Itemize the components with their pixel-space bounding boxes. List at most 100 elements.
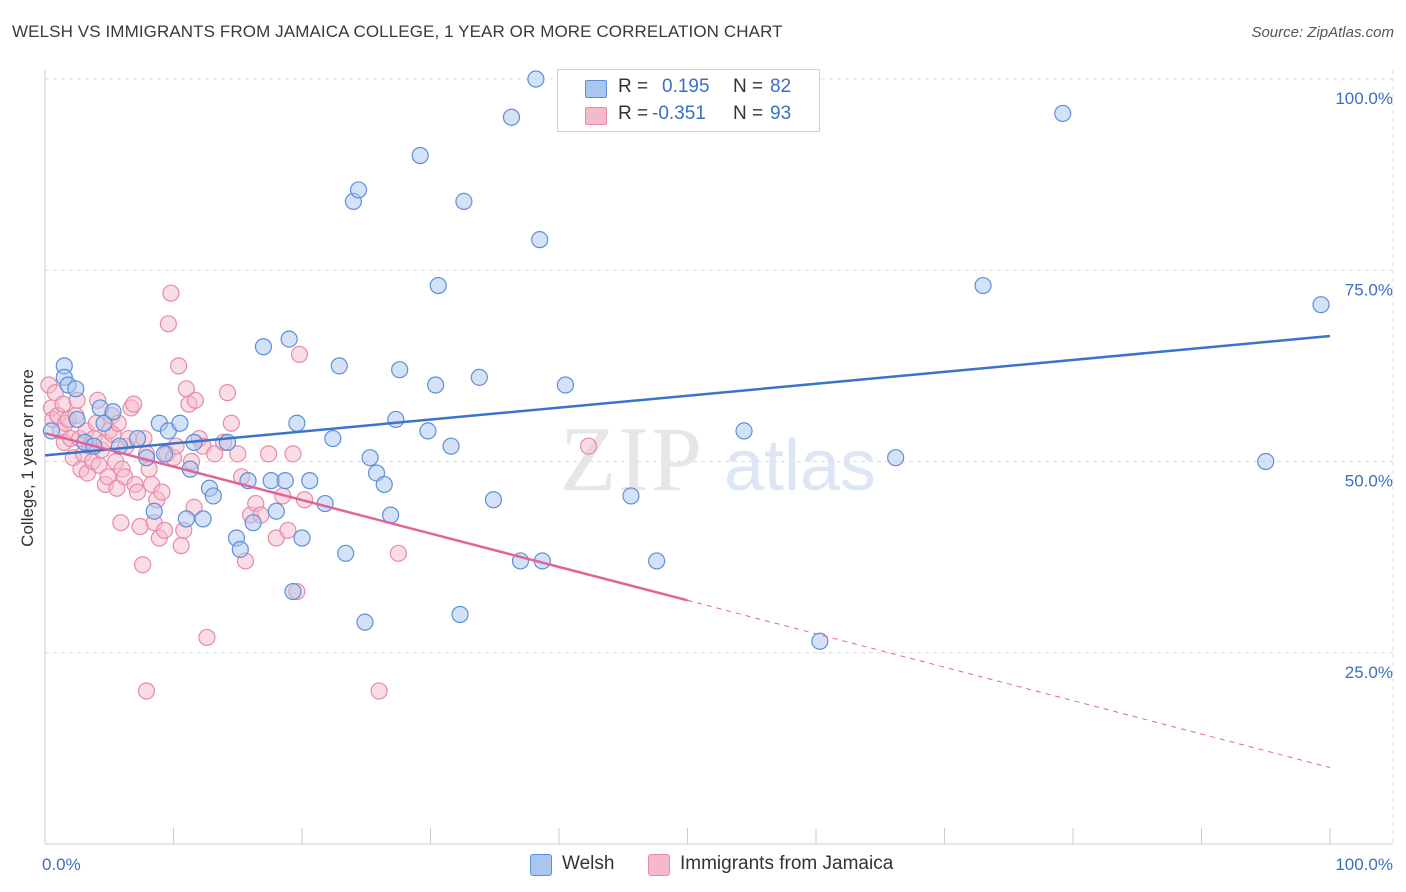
- watermark-atlas: atlas: [724, 426, 876, 506]
- welsh-point: [411, 146, 429, 165]
- welsh-point: [1257, 452, 1275, 471]
- welsh-point: [887, 449, 905, 467]
- gridlines: [45, 70, 1394, 844]
- jamaica-point: [389, 544, 407, 562]
- welsh-point: [324, 429, 342, 448]
- legend-n-value: 93: [770, 103, 792, 124]
- welsh-point: [145, 502, 163, 520]
- jamaica-point: [370, 682, 388, 700]
- legend-r-value: -0.351: [652, 103, 706, 124]
- welsh-trend-line: [44, 334, 1331, 457]
- jamaica-point: [99, 468, 117, 486]
- jamaica-series: [40, 284, 598, 700]
- welsh-point: [110, 437, 129, 455]
- welsh-point: [1312, 296, 1330, 314]
- jamaica-point: [279, 521, 297, 539]
- legend-r-label: R =: [618, 103, 649, 124]
- jamaica-trend-line: [44, 431, 688, 602]
- welsh-point: [442, 437, 460, 455]
- welsh-point: [231, 540, 249, 559]
- jamaica-point: [284, 445, 302, 463]
- y-tick-labels: 25.0% 50.0% 75.0% 100.0%: [1335, 89, 1393, 682]
- welsh-point: [293, 529, 311, 547]
- jamaica-point: [128, 483, 147, 501]
- welsh-point: [484, 491, 503, 509]
- jamaica-point: [137, 682, 156, 700]
- source-label: Source: ZipAtlas.com: [1251, 24, 1394, 41]
- welsh-point: [356, 613, 374, 631]
- jamaica-point: [222, 414, 240, 432]
- jamaica-point: [218, 384, 237, 402]
- jamaica-point: [112, 514, 130, 532]
- welsh-point: [194, 510, 212, 528]
- welsh-point: [622, 487, 640, 505]
- jamaica-point: [162, 284, 180, 302]
- welsh-point: [387, 410, 405, 429]
- welsh-point: [361, 449, 379, 467]
- welsh-point: [95, 414, 113, 432]
- x-tick-label: 0.0%: [42, 855, 81, 874]
- welsh-point: [177, 510, 195, 528]
- welsh-point: [502, 108, 521, 126]
- welsh-point: [301, 472, 319, 490]
- trend-lines: [44, 334, 1331, 768]
- jamaica-point: [155, 521, 174, 539]
- jamaica-point: [54, 395, 72, 413]
- jamaica-point: [206, 445, 224, 463]
- jamaica-legend-label: Immigrants from Jamaica: [680, 853, 894, 874]
- x-tick-label: 100.0%: [1335, 855, 1393, 874]
- jamaica-point: [186, 391, 204, 409]
- welsh-point: [391, 361, 409, 379]
- jamaica-point: [229, 445, 247, 463]
- welsh-point: [470, 368, 488, 386]
- welsh-point: [349, 181, 368, 199]
- welsh-point: [556, 376, 575, 394]
- welsh-series: [42, 70, 1330, 650]
- y-tick-label: 25.0%: [1345, 663, 1393, 682]
- welsh-point: [284, 582, 302, 601]
- welsh-legend-label: Welsh: [562, 853, 615, 874]
- welsh-point: [811, 632, 829, 650]
- welsh-point: [974, 276, 992, 295]
- legend-n-value: 82: [770, 76, 792, 97]
- jamaica-point: [290, 345, 309, 363]
- legend-row-jamaica: R = -0.351 N = 93: [558, 101, 819, 129]
- legend-n-label: N =: [733, 103, 764, 124]
- jamaica-point: [579, 437, 598, 455]
- jamaica-legend-swatch: [648, 854, 670, 876]
- welsh-point: [280, 330, 298, 348]
- y-tick-label: 100.0%: [1335, 89, 1393, 108]
- welsh-point: [254, 338, 273, 356]
- welsh-point: [527, 70, 545, 88]
- welsh-point: [419, 422, 437, 440]
- welsh-point: [648, 552, 666, 570]
- axes: [44, 70, 1393, 845]
- welsh-point: [455, 192, 473, 210]
- welsh-point: [735, 422, 753, 440]
- jamaica-point: [131, 517, 149, 536]
- jamaica-trend-extension: [687, 599, 1331, 768]
- legend-row-welsh: R = 0.195 N = 82: [558, 74, 819, 102]
- legend-r-label: R =: [618, 76, 649, 97]
- zipatlas-watermark: ZIP atlas: [560, 408, 876, 510]
- welsh-point: [171, 414, 189, 432]
- welsh-point: [288, 414, 306, 432]
- welsh-point: [429, 276, 447, 295]
- welsh-point: [451, 605, 469, 624]
- chart-title: WELSH VS IMMIGRANTS FROM JAMAICA COLLEGE…: [12, 22, 783, 41]
- welsh-point: [375, 475, 393, 494]
- y-tick-label: 50.0%: [1345, 472, 1393, 491]
- welsh-point: [67, 380, 85, 398]
- welsh-point: [427, 376, 445, 394]
- welsh-point: [104, 403, 122, 421]
- welsh-point: [68, 410, 86, 429]
- jamaica-point: [134, 556, 152, 574]
- y-axis-label: College, 1 year or more: [18, 369, 37, 547]
- y-tick-label: 75.0%: [1345, 280, 1393, 299]
- welsh-point: [244, 514, 262, 532]
- welsh-point: [1054, 104, 1072, 123]
- jamaica-point: [170, 357, 188, 375]
- welsh-point: [330, 357, 348, 375]
- welsh-point: [337, 544, 355, 562]
- jamaica-point: [259, 445, 278, 463]
